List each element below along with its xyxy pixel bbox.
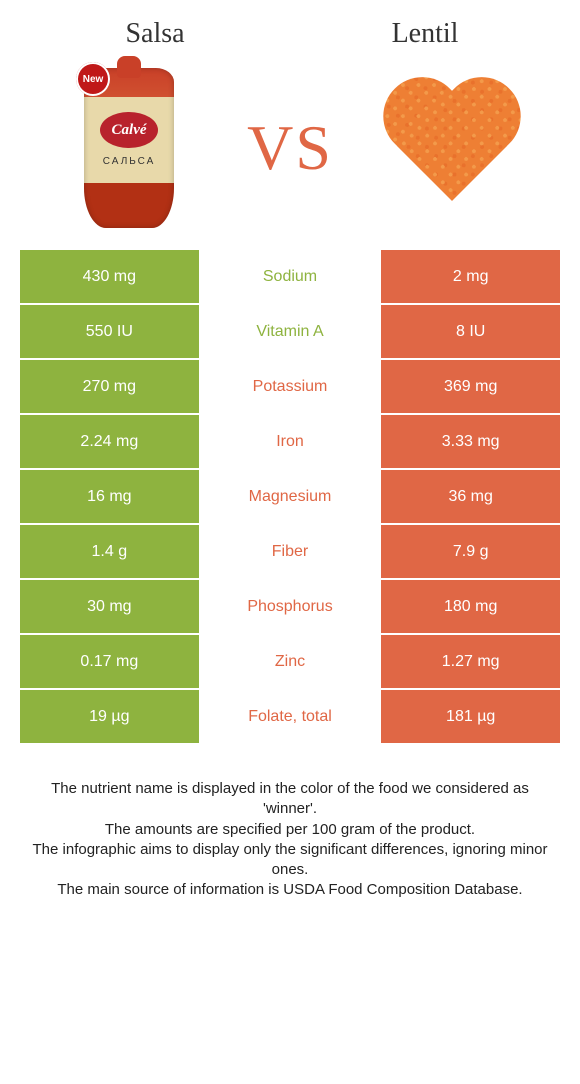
- table-row: 430 mgSodium2 mg: [20, 250, 560, 305]
- value-lentil: 36 mg: [379, 470, 560, 523]
- value-salsa: 550 IU: [20, 305, 201, 358]
- nutrient-name: Magnesium: [201, 470, 380, 523]
- value-salsa: 2.24 mg: [20, 415, 201, 468]
- table-row: 16 mgMagnesium36 mg: [20, 470, 560, 525]
- value-salsa: 19 µg: [20, 690, 201, 743]
- images-row: New Calvé САЛЬСА VS: [0, 58, 580, 250]
- salsa-pouch-icon: New Calvé САЛЬСА: [84, 68, 174, 228]
- footer-notes: The nutrient name is displayed in the co…: [0, 745, 580, 901]
- salsa-sublabel: САЛЬСА: [84, 156, 174, 167]
- lentil-image: [371, 81, 531, 216]
- footer-line: The main source of information is USDA F…: [28, 880, 552, 900]
- salsa-logo: Calvé: [100, 112, 158, 148]
- table-row: 270 mgPotassium369 mg: [20, 360, 560, 415]
- nutrient-table: 430 mgSodium2 mg550 IUVitamin A8 IU270 m…: [20, 250, 560, 745]
- vs-label: VS: [247, 111, 333, 185]
- nutrient-name: Zinc: [201, 635, 380, 688]
- new-badge: New: [76, 62, 110, 96]
- value-salsa: 16 mg: [20, 470, 201, 523]
- value-lentil: 180 mg: [379, 580, 560, 633]
- nutrient-name: Folate, total: [201, 690, 380, 743]
- salsa-image: New Calvé САЛЬСА: [49, 68, 209, 228]
- value-salsa: 1.4 g: [20, 525, 201, 578]
- value-lentil: 369 mg: [379, 360, 560, 413]
- value-lentil: 181 µg: [379, 690, 560, 743]
- table-row: 19 µgFolate, total181 µg: [20, 690, 560, 745]
- footer-line: The infographic aims to display only the…: [28, 840, 552, 881]
- value-lentil: 3.33 mg: [379, 415, 560, 468]
- value-salsa: 0.17 mg: [20, 635, 201, 688]
- value-lentil: 2 mg: [379, 250, 560, 303]
- table-row: 1.4 gFiber7.9 g: [20, 525, 560, 580]
- nutrient-name: Iron: [201, 415, 380, 468]
- value-salsa: 30 mg: [20, 580, 201, 633]
- lentil-heart-icon: [376, 81, 526, 216]
- nutrient-name: Phosphorus: [201, 580, 380, 633]
- nutrient-name: Potassium: [201, 360, 380, 413]
- table-row: 550 IUVitamin A8 IU: [20, 305, 560, 360]
- value-lentil: 7.9 g: [379, 525, 560, 578]
- value-lentil: 8 IU: [379, 305, 560, 358]
- nutrient-name: Sodium: [201, 250, 380, 303]
- value-salsa: 430 mg: [20, 250, 201, 303]
- footer-line: The nutrient name is displayed in the co…: [28, 779, 552, 820]
- table-row: 2.24 mgIron3.33 mg: [20, 415, 560, 470]
- header: Salsa Lentil: [0, 0, 580, 58]
- title-lentil: Lentil: [290, 18, 560, 50]
- nutrient-name: Vitamin A: [201, 305, 380, 358]
- footer-line: The amounts are specified per 100 gram o…: [28, 820, 552, 840]
- value-salsa: 270 mg: [20, 360, 201, 413]
- value-lentil: 1.27 mg: [379, 635, 560, 688]
- table-row: 30 mgPhosphorus180 mg: [20, 580, 560, 635]
- table-row: 0.17 mgZinc1.27 mg: [20, 635, 560, 690]
- title-salsa: Salsa: [20, 18, 290, 50]
- nutrient-name: Fiber: [201, 525, 380, 578]
